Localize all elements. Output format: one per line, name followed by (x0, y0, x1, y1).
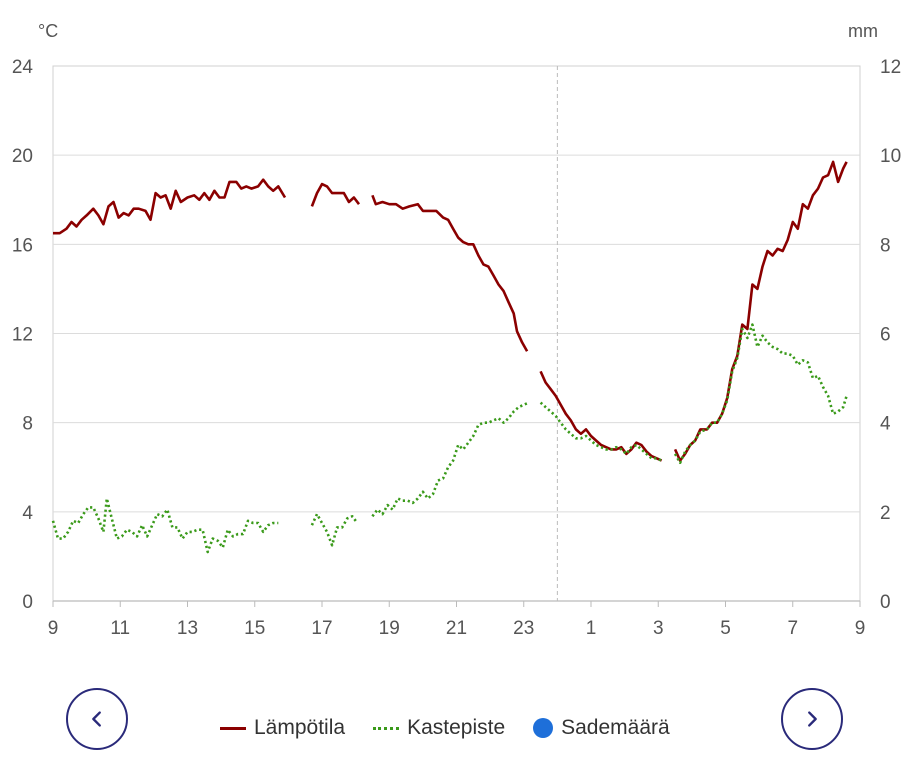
legend-label-dewpoint: Kastepiste (407, 716, 506, 739)
y-right-tick-label: 6 (880, 325, 891, 346)
x-ticks: 9 11 13 15 17 19 21 23 1 3 5 7 9 (48, 601, 866, 639)
dewpoint-line (539, 401, 663, 462)
x-tick-label: 13 (177, 618, 198, 639)
y-right-tick-label: 12 (880, 57, 901, 78)
x-tick-label: 7 (787, 618, 798, 639)
y-left-tick-label: 4 (22, 503, 33, 524)
y-right-unit: mm (848, 21, 878, 41)
chevron-right-icon (808, 711, 817, 727)
y-left-tick-label: 16 (12, 235, 33, 256)
y-right-tick-label: 4 (880, 414, 891, 435)
temperature-swatch (220, 726, 246, 730)
y-right-tick-label: 2 (880, 503, 891, 524)
chart-legend: Lämpötila Kastepiste Sademäärä (220, 716, 670, 740)
x-tick-label: 5 (720, 618, 731, 639)
dewpoint-line (51, 497, 279, 554)
y-right-tick-label: 8 (880, 235, 891, 256)
temperature-line (673, 160, 848, 462)
y-right-tick-label: 0 (880, 592, 891, 613)
y-left-unit: °C (38, 21, 58, 41)
x-tick-label: 15 (244, 618, 265, 639)
previous-day-button[interactable] (66, 688, 128, 750)
legend-label-temperature: Lämpötila (254, 716, 346, 739)
precipitation-swatch (533, 718, 554, 738)
x-tick-label: 3 (653, 618, 664, 639)
dewpoint-line (673, 323, 848, 465)
y-left-tick-label: 12 (12, 325, 33, 346)
legend-item-temperature[interactable]: Lämpötila (220, 716, 345, 740)
dewpoint-line (371, 401, 530, 518)
y-left-tick-label: 8 (22, 414, 33, 435)
x-tick-label: 17 (311, 618, 332, 639)
x-tick-label: 9 (855, 618, 866, 639)
y-right-tick-label: 10 (880, 146, 901, 167)
temperature-line (53, 178, 287, 235)
x-tick-label: 23 (513, 618, 534, 639)
temperature-line (310, 182, 361, 207)
x-tick-label: 1 (586, 618, 597, 639)
y-left-tick-label: 0 (22, 592, 33, 613)
y-left-tick-label: 24 (12, 57, 34, 78)
x-tick-label: 11 (110, 618, 130, 639)
grid-lines (52, 65, 861, 602)
temperature-line (371, 194, 529, 352)
x-tick-label: 19 (379, 618, 400, 639)
x-tick-label: 9 (48, 618, 59, 639)
legend-item-dewpoint[interactable]: Kastepiste (373, 716, 505, 740)
y-left-tick-label: 20 (12, 146, 33, 167)
y-right-ticks: 0 2 4 6 8 10 12 (880, 57, 901, 613)
x-tick-label: 21 (446, 618, 467, 639)
y-left-ticks: 0 4 8 12 16 20 24 (12, 57, 34, 613)
chevron-left-icon (92, 711, 101, 727)
legend-label-precipitation: Sademäärä (561, 716, 670, 739)
series-lines (51, 160, 848, 554)
temperature-line (539, 370, 663, 462)
legend-item-precipitation[interactable]: Sademäärä (533, 716, 670, 740)
dewpoint-swatch (373, 726, 400, 730)
dewpoint-line (310, 512, 359, 547)
next-day-button[interactable] (781, 688, 843, 750)
